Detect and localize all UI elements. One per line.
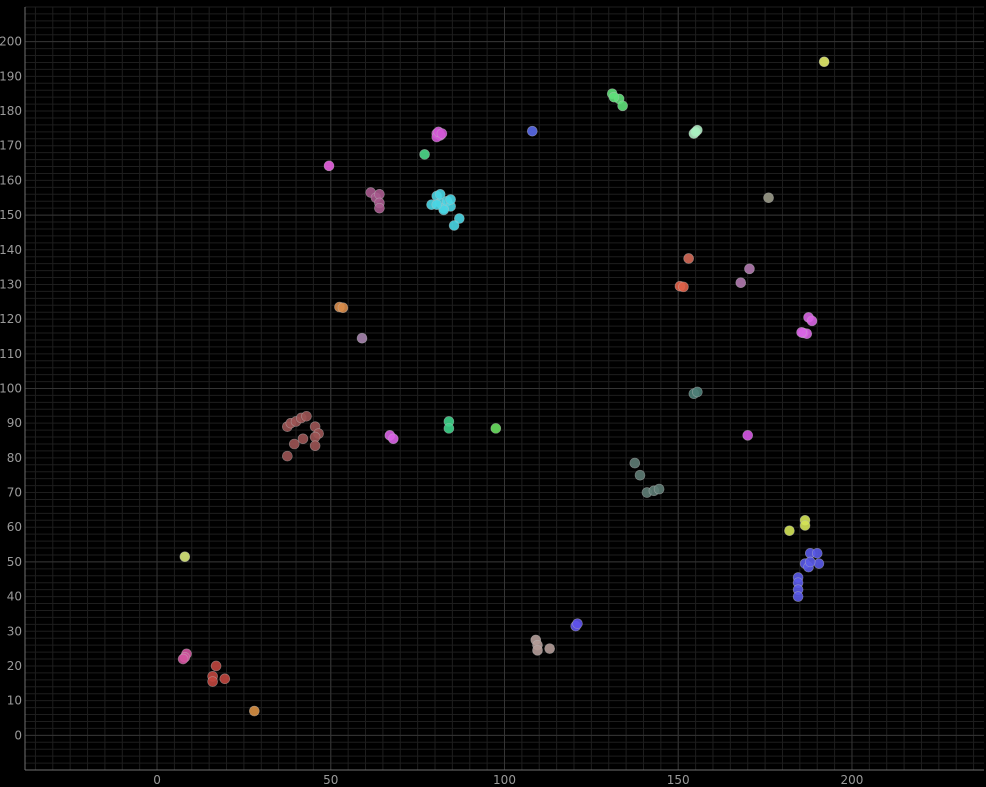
data-point	[434, 188, 446, 200]
data-point	[388, 433, 399, 445]
data-point	[792, 591, 804, 602]
y-tick-label: 170	[0, 139, 22, 153]
data-point	[813, 558, 825, 569]
y-tick-label: 70	[7, 486, 22, 500]
x-tick-label: 100	[493, 773, 516, 787]
y-tick-label: 30	[7, 624, 22, 638]
data-point	[490, 423, 502, 434]
data-point	[784, 525, 795, 536]
data-point	[692, 386, 703, 398]
y-tick-label: 40	[7, 590, 22, 604]
data-point	[544, 643, 555, 654]
x-tick-label: 0	[153, 773, 161, 787]
data-point	[804, 556, 816, 568]
data-point	[445, 194, 456, 205]
x-tick-label: 200	[841, 773, 864, 787]
axes	[24, 7, 984, 771]
x-tick-label: 150	[667, 773, 690, 787]
data-point	[219, 673, 231, 685]
data-point	[177, 653, 189, 665]
data-point	[678, 281, 689, 293]
y-tick-label: 180	[0, 104, 22, 118]
data-point	[629, 457, 641, 469]
data-point	[207, 676, 218, 687]
data-point	[683, 253, 694, 264]
data-point	[608, 91, 620, 103]
data-point	[653, 483, 665, 495]
y-tick-label: 130	[0, 277, 22, 291]
data-point	[799, 520, 811, 531]
data-point	[431, 199, 443, 210]
data-point	[301, 410, 312, 422]
data-point	[744, 263, 755, 275]
data-point	[288, 438, 300, 450]
y-tick-label: 0	[14, 728, 22, 742]
y-tick-label: 120	[0, 312, 22, 326]
data-point	[818, 56, 830, 68]
data-point	[337, 302, 349, 313]
data-point	[356, 332, 368, 344]
y-tick-labels: 0 10 20 30 40 50 60 70 80 90 100 110 120 130 140 150 160…	[0, 35, 22, 743]
y-tick-label: 10	[7, 694, 22, 708]
data-point	[735, 277, 747, 289]
data-point	[617, 100, 628, 112]
data-point	[796, 327, 807, 338]
y-tick-label: 20	[7, 659, 22, 673]
data-points	[177, 56, 830, 717]
data-point	[443, 423, 455, 434]
data-point	[323, 160, 335, 172]
y-tick-label: 110	[0, 347, 22, 361]
y-tick-label: 50	[7, 555, 22, 569]
y-tick-label: 150	[0, 208, 22, 222]
y-tick-label: 90	[7, 416, 22, 430]
data-point	[436, 128, 448, 139]
y-tick-label: 200	[0, 35, 22, 49]
x-tick-labels: 0 50 100 150 200	[153, 773, 863, 787]
data-point	[634, 469, 646, 481]
y-tick-label: 60	[7, 520, 22, 534]
y-tick-label: 80	[7, 451, 22, 465]
data-point	[811, 547, 823, 559]
y-tick-label: 160	[0, 173, 22, 187]
data-point	[742, 430, 754, 441]
data-point	[806, 315, 818, 327]
y-tick-label: 190	[0, 69, 22, 83]
data-point	[374, 202, 385, 214]
data-point	[572, 618, 583, 629]
data-point	[309, 440, 321, 452]
data-point	[179, 551, 191, 563]
data-point	[282, 450, 293, 462]
y-tick-label: 140	[0, 243, 22, 257]
x-tick-label: 50	[323, 773, 338, 787]
data-point	[448, 220, 460, 231]
data-point	[297, 433, 309, 445]
data-point	[690, 126, 701, 138]
data-point	[249, 705, 260, 717]
data-point	[763, 192, 774, 204]
data-point	[210, 660, 222, 672]
y-tick-label: 100	[0, 382, 22, 396]
data-point	[419, 149, 430, 160]
data-point	[532, 645, 543, 656]
data-point	[526, 125, 538, 137]
